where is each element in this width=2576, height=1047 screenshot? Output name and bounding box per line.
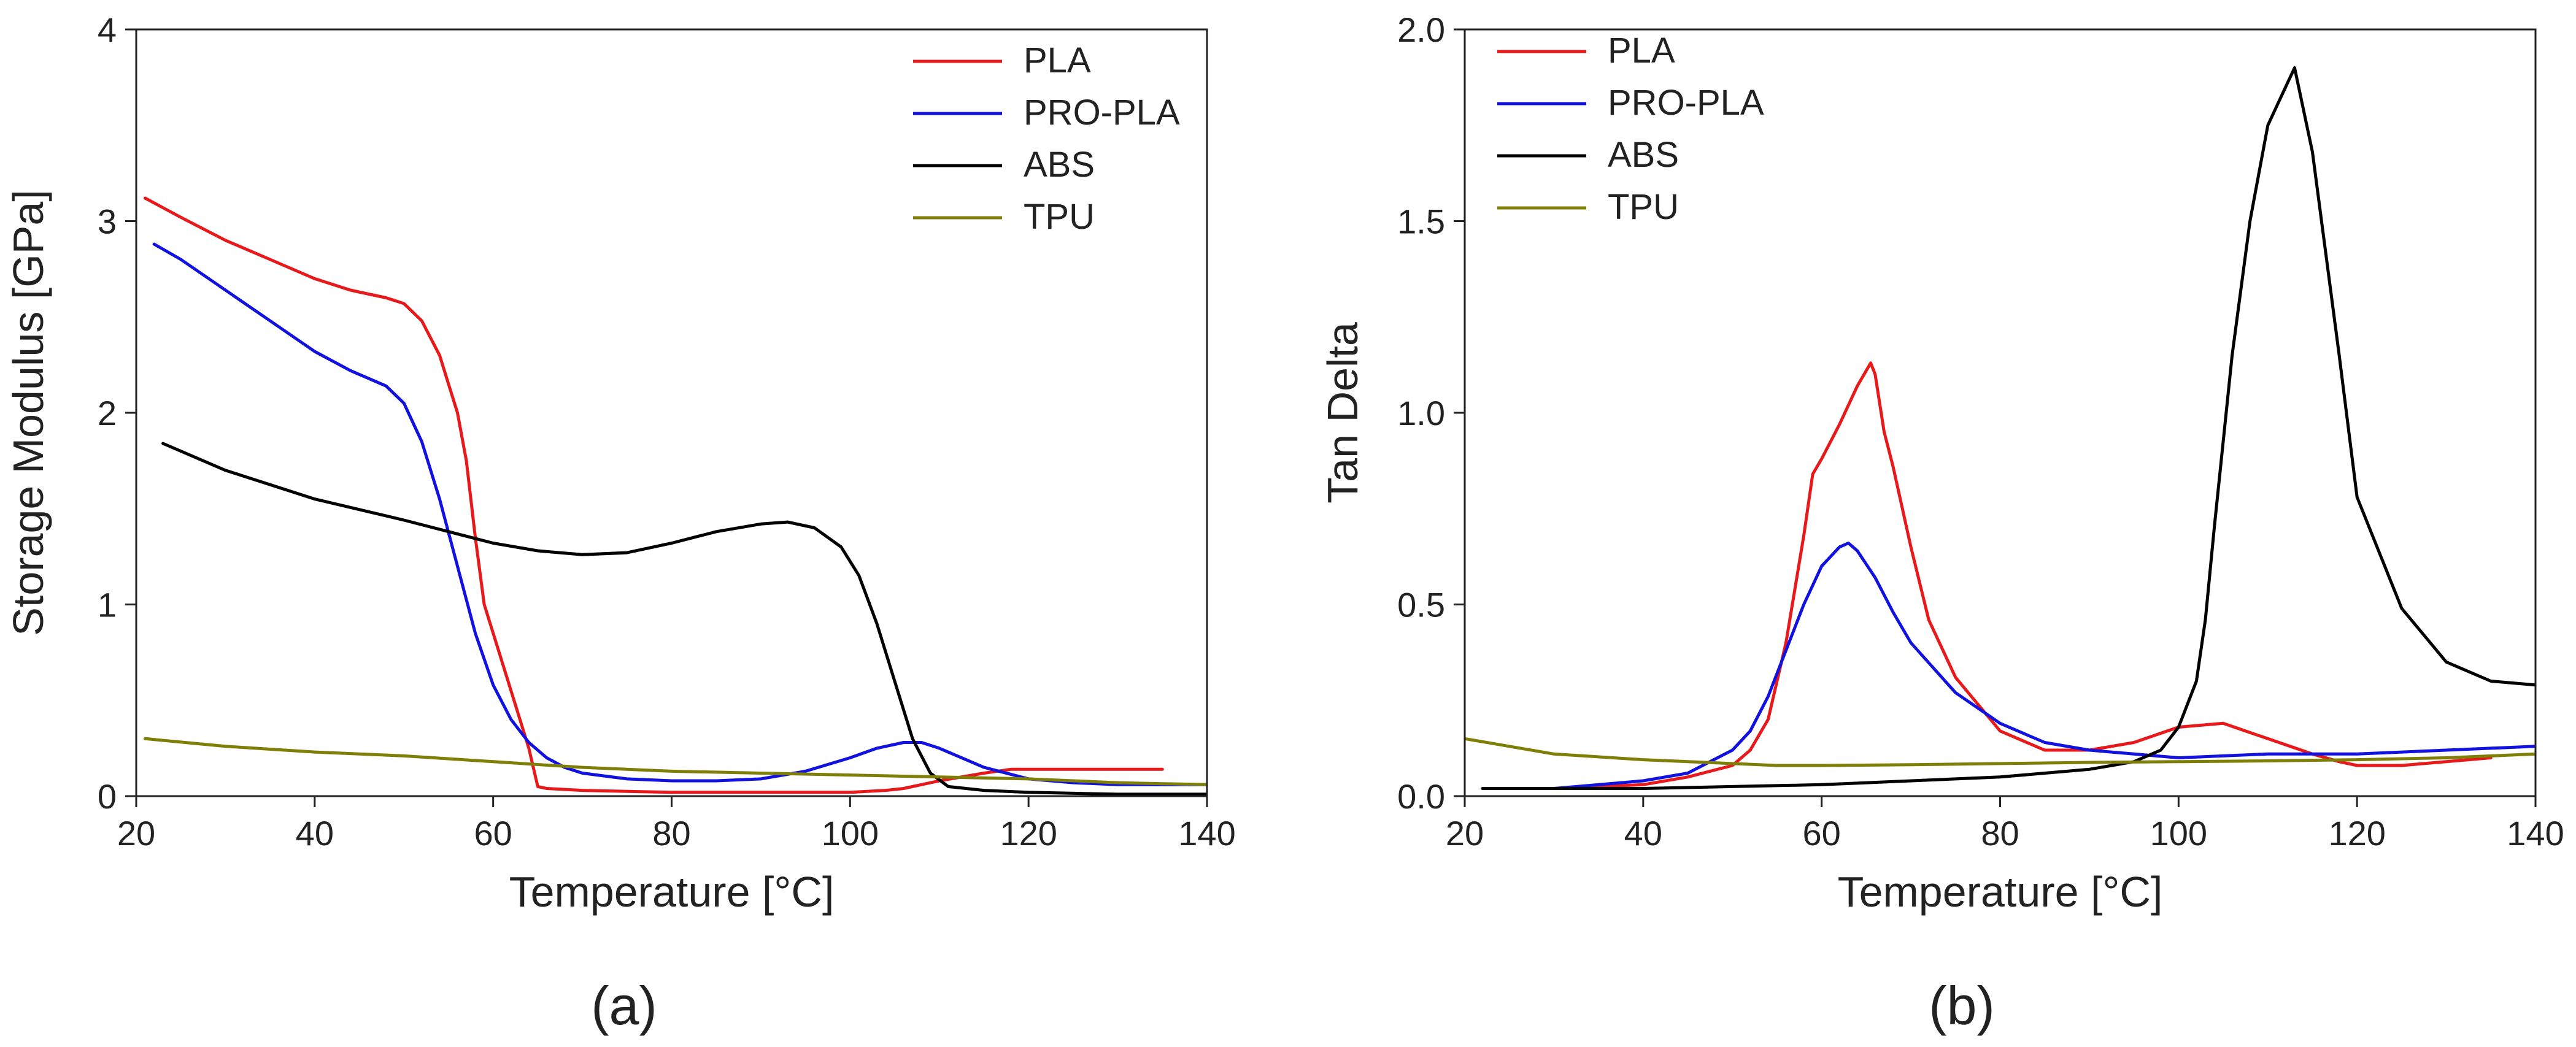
legend-label-pla: PLA: [1608, 31, 1675, 71]
x-tick-label: 80: [652, 814, 690, 853]
y-tick-label: 4: [98, 10, 117, 49]
series-line-pla: [1481, 361, 2493, 790]
series-line-abs: [161, 442, 1207, 796]
x-tick-label: 140: [2507, 814, 2564, 853]
y-tick-label: 2: [98, 394, 117, 432]
x-axis-label: Temperature [°C]: [509, 868, 835, 916]
y-tick-label: 1.0: [1397, 394, 1445, 432]
legend-label-tpu: TPU: [1608, 187, 1679, 227]
x-tick-label: 40: [1624, 814, 1662, 853]
x-tick-label: 80: [1981, 814, 2019, 853]
panel-label: (a): [591, 975, 657, 1036]
legend-label-abs: ABS: [1608, 135, 1679, 175]
legend-label-pro-pla: PRO-PLA: [1608, 83, 1764, 123]
x-tick-label: 60: [1803, 814, 1841, 853]
y-tick-label: 1: [98, 586, 117, 624]
x-tick-label: 20: [1446, 814, 1484, 853]
x-axis-label: Temperature [°C]: [1838, 868, 2163, 916]
x-tick-label: 120: [1000, 814, 1057, 853]
x-tick-label: 100: [2150, 814, 2207, 853]
series-line-pro-pla: [1481, 542, 2536, 790]
y-tick-label: 2.0: [1397, 10, 1445, 49]
y-tick-label: 3: [98, 202, 117, 241]
legend-label-tpu: TPU: [1024, 197, 1095, 237]
x-tick-label: 120: [2328, 814, 2385, 853]
legend: PLA PRO-PLA ABS TPU: [1497, 31, 1764, 227]
x-tick-label: 60: [474, 814, 512, 853]
x-tick-label: 20: [117, 814, 155, 853]
storage-modulus-panel: 20 40 60 80 100 120 140 0 1 2 3 4 Temperature [°C] St…: [4, 10, 1236, 1036]
series-line-abs: [1481, 66, 2536, 790]
series-line-tpu: [144, 737, 1207, 786]
y-tick-label: 0.5: [1397, 586, 1445, 624]
series-line-tpu: [1465, 737, 2536, 767]
legend-label-pro-pla: PRO-PLA: [1024, 93, 1180, 132]
legend: PLA PRO-PLA ABS TPU: [913, 40, 1180, 237]
x-tick-label: 140: [1178, 814, 1235, 853]
panel-label: (b): [1929, 975, 1995, 1036]
x-tick-label: 40: [296, 814, 334, 853]
legend-label-pla: PLA: [1024, 40, 1091, 80]
y-axis-label: Tan Delta: [1319, 322, 1367, 504]
y-tick-label: 1.5: [1397, 202, 1445, 241]
y-tick-label: 0.0: [1397, 777, 1445, 816]
y-axis-label: Storage Modulus [GPa]: [4, 190, 52, 636]
x-tick-label: 100: [822, 814, 879, 853]
tan-delta-panel: 20 40 60 80 100 120 140 0.0 0.5 1.0 1.5 2.0 Temperat…: [1319, 10, 2564, 1036]
series-line-pro-pla: [152, 242, 1207, 786]
series-line-pla: [144, 196, 1164, 794]
y-tick-label: 0: [98, 777, 117, 816]
legend-label-abs: ABS: [1024, 145, 1095, 185]
